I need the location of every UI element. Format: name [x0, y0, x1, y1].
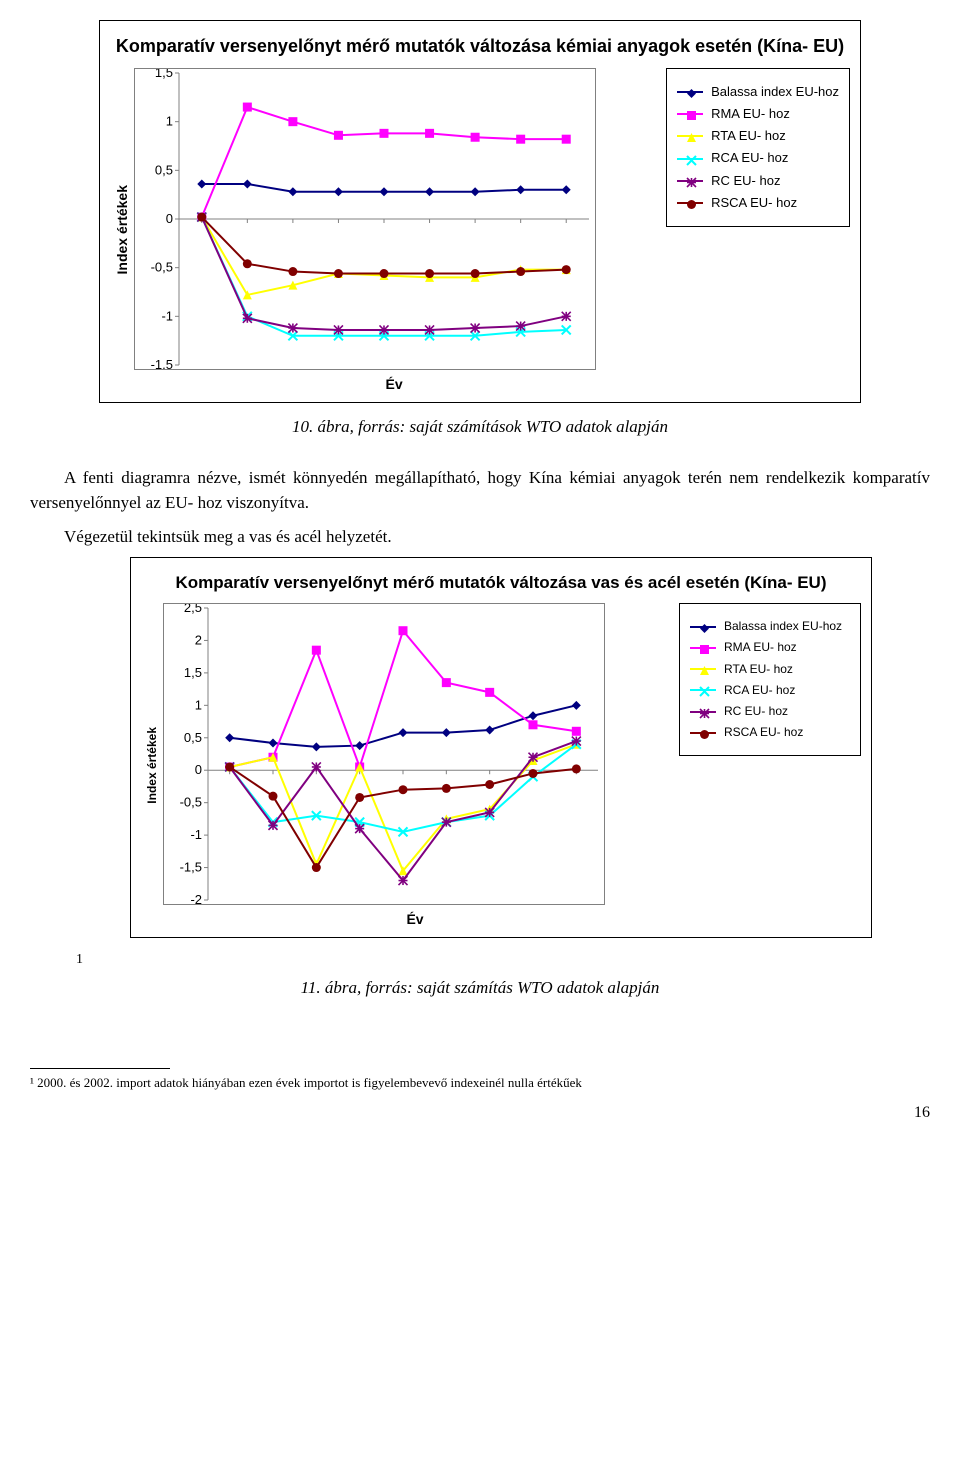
legend-label: Balassa index EU-hoz — [711, 85, 839, 99]
legend-item: Balassa index EU-hoz — [690, 620, 850, 633]
footnote-ref-1: 1 — [76, 952, 930, 968]
legend-item: RC EU- hoz — [677, 174, 839, 188]
svg-text:-1,5: -1,5 — [180, 860, 202, 875]
legend-item: RTA EU- hoz — [677, 129, 839, 143]
svg-text:-0,5: -0,5 — [151, 259, 173, 274]
legend-item: RCA EU- hoz — [690, 684, 850, 697]
chart1-container: Komparatív versenyelőnyt mérő mutatók vá… — [99, 20, 861, 403]
legend-label: RMA EU- hoz — [724, 641, 797, 654]
legend-item: RSCA EU- hoz — [690, 726, 850, 739]
legend-label: RC EU- hoz — [711, 174, 780, 188]
legend-item: Balassa index EU-hoz — [677, 85, 839, 99]
svg-text:-1: -1 — [161, 308, 173, 323]
chart1-title: Komparatív versenyelőnyt mérő mutatók vá… — [110, 35, 850, 58]
legend-label: RSCA EU- hoz — [711, 196, 797, 210]
footnote-rule — [30, 1068, 170, 1069]
svg-text:0,5: 0,5 — [155, 162, 173, 177]
chart2-plot: -2-1,5-1-0,500,511,522,52000200120022003… — [163, 603, 605, 905]
svg-text:-0,5: -0,5 — [180, 795, 202, 810]
legend-label: Balassa index EU-hoz — [724, 620, 842, 633]
footnote-1: ¹ 2000. és 2002. import adatok hiányában… — [30, 1075, 930, 1092]
chart2-ylabel: Index értékek — [141, 727, 163, 804]
legend-item: RMA EU- hoz — [677, 107, 839, 121]
svg-text:0: 0 — [166, 211, 173, 226]
legend-label: RTA EU- hoz — [711, 129, 786, 143]
legend-label: RCA EU- hoz — [711, 151, 788, 165]
legend-item: RTA EU- hoz — [690, 663, 850, 676]
svg-text:-1: -1 — [190, 827, 202, 842]
legend-label: RCA EU- hoz — [724, 684, 795, 697]
svg-text:1: 1 — [195, 698, 202, 713]
svg-text:1,5: 1,5 — [155, 68, 173, 80]
legend-item: RCA EU- hoz — [677, 151, 839, 165]
legend-label: RMA EU- hoz — [711, 107, 790, 121]
fig10-caption: 10. ábra, forrás: saját számítások WTO a… — [30, 417, 930, 437]
svg-text:0,5: 0,5 — [184, 730, 202, 745]
legend-item: RC EU- hoz — [690, 705, 850, 718]
svg-text:2: 2 — [195, 633, 202, 648]
legend-item: RMA EU- hoz — [690, 641, 850, 654]
svg-text:-1,5: -1,5 — [151, 357, 173, 370]
svg-text:-2: -2 — [190, 892, 202, 905]
chart2-container: Komparatív versenyelőnyt mérő mutatók vá… — [130, 557, 872, 938]
chart1-plot: -1,5-1-0,500,511,52000200120022003200420… — [134, 68, 596, 370]
svg-text:1: 1 — [166, 113, 173, 128]
chart2-legend: Balassa index EU-hoz RMA EU- hoz RTA EU- h… — [679, 603, 861, 756]
legend-label: RTA EU- hoz — [724, 663, 793, 676]
svg-text:1,5: 1,5 — [184, 665, 202, 680]
chart2-title: Komparatív versenyelőnyt mérő mutatók vá… — [141, 572, 861, 593]
legend-item: RSCA EU- hoz — [677, 196, 839, 210]
chart2-xlabel: Év — [163, 911, 667, 927]
legend-label: RSCA EU- hoz — [724, 726, 803, 739]
paragraph-2: Végezetül tekintsük meg a vas és acél he… — [30, 524, 930, 550]
chart1-ylabel: Index értékek — [110, 185, 134, 275]
chart1-xlabel: Év — [134, 376, 654, 392]
fig11-caption: 11. ábra, forrás: saját számítás WTO ada… — [30, 978, 930, 998]
svg-text:2,5: 2,5 — [184, 603, 202, 615]
page-number: 16 — [30, 1104, 930, 1122]
legend-label: RC EU- hoz — [724, 705, 788, 718]
svg-text:0: 0 — [195, 762, 202, 777]
paragraph-1: A fenti diagramra nézve, ismét könnyedén… — [30, 465, 930, 516]
chart1-legend: Balassa index EU-hoz RMA EU- hoz RTA EU- h… — [666, 68, 850, 228]
